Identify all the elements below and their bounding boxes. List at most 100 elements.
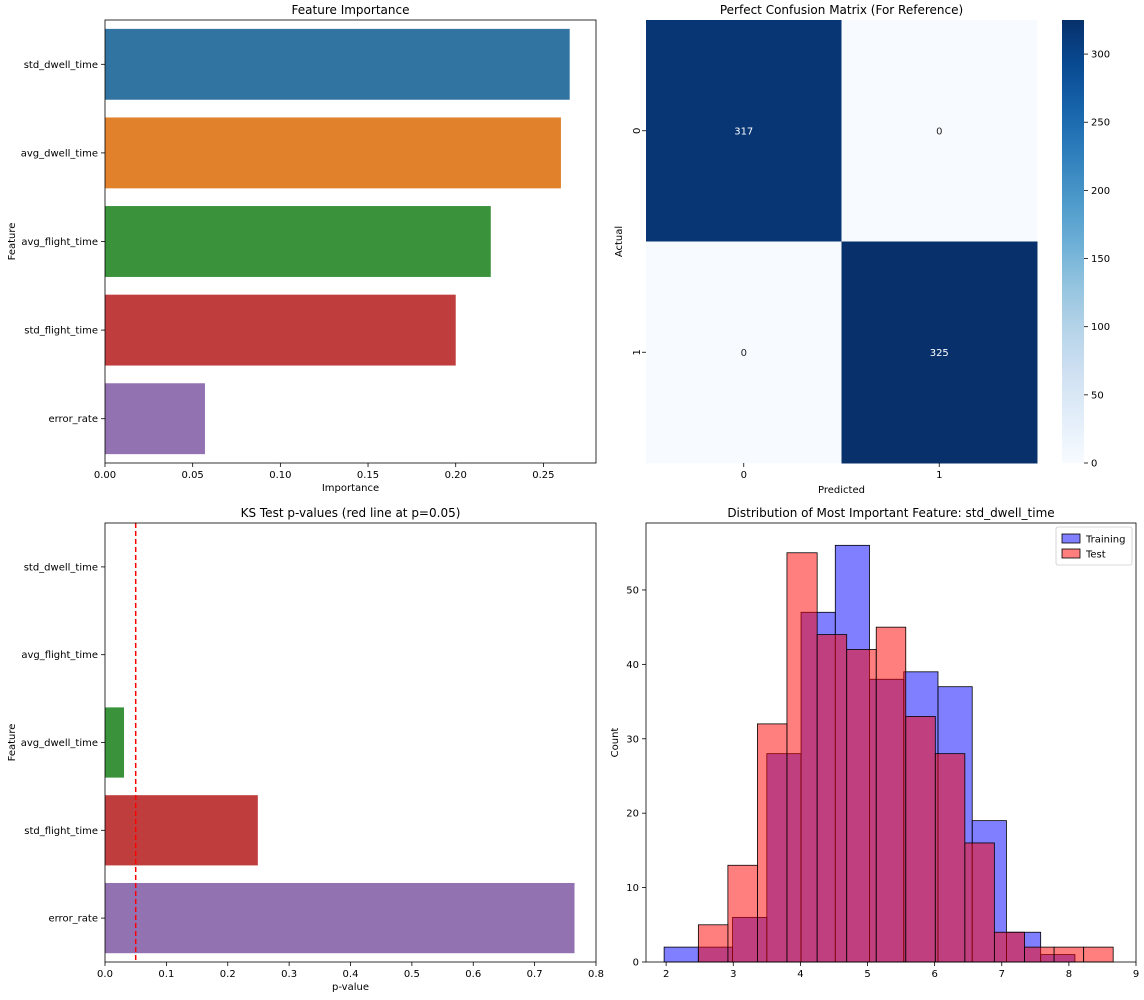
confusion-cell-label: 317 xyxy=(734,126,753,137)
importance-ylabel: Feature xyxy=(7,223,18,261)
hist-xtick-label: 7 xyxy=(999,969,1005,980)
ks-ylabel: Feature xyxy=(7,724,18,762)
importance-xtick-label: 0.15 xyxy=(357,470,379,481)
feature-importance-chart: std_dwell_time avg_dwell_time avg_flight_t… xyxy=(7,3,597,494)
importance-ytick-label: std_dwell_time xyxy=(24,60,98,71)
ks-bar xyxy=(105,795,258,866)
hist-legend-swatch xyxy=(1061,533,1081,544)
importance-axes-frame xyxy=(104,19,597,464)
ks-xtick-label: 0.6 xyxy=(465,969,481,980)
confusion-cell xyxy=(646,241,842,464)
colorbar-tick-label: 200 xyxy=(1091,186,1110,197)
test-hist-bar xyxy=(934,753,966,963)
importance-bar xyxy=(105,294,456,366)
ks-xtick-label: 0.4 xyxy=(343,969,359,980)
test-hist-bar xyxy=(1024,946,1055,963)
colorbar-tick-label: 50 xyxy=(1091,390,1104,401)
ks-ytick-label: std_flight_time xyxy=(24,826,98,837)
colorbar-tick-label: 0 xyxy=(1091,459,1097,470)
importance-xtick-label: 0.20 xyxy=(445,470,467,481)
test-hist-bar xyxy=(697,924,729,963)
confusion-cell xyxy=(841,20,1038,242)
importance-ytick-label: avg_dwell_time xyxy=(21,148,98,159)
importance-ytick-label: std_flight_time xyxy=(24,326,98,337)
hist-xtick-label: 5 xyxy=(864,969,870,980)
colorbar-tick-label: 100 xyxy=(1091,322,1110,333)
ks-xtick-label: 0.0 xyxy=(97,969,113,980)
importance-bar xyxy=(105,117,561,189)
ks-title: KS Test p-values (red line at p=0.05) xyxy=(241,506,461,520)
confusion-cell xyxy=(646,20,842,242)
importance-bar xyxy=(105,28,570,100)
hist-ylabel: Count xyxy=(610,728,621,758)
hist-legend-label: Training xyxy=(1085,535,1125,546)
importance-xtick-label: 0.05 xyxy=(182,470,204,481)
test-hist-bar xyxy=(1083,946,1114,963)
ks-ytick-label: error_rate xyxy=(48,914,98,925)
confusion-cell-label: 0 xyxy=(936,126,942,137)
ks-xtick-label: 0.7 xyxy=(527,969,543,980)
test-hist-bar xyxy=(846,649,877,963)
test-hist-bar xyxy=(875,626,907,963)
ks-bar xyxy=(105,707,125,778)
training-hist-bar xyxy=(663,946,699,963)
ks-xtick-label: 0.8 xyxy=(588,969,604,980)
test-hist-bar xyxy=(905,716,936,963)
distribution-histogram-chart: 2 3 4 5 6 7 8 9 0 10 20 30 40 50 Distribution of Most … xyxy=(610,506,1139,980)
hist-title: Distribution of Most Important Feature: … xyxy=(727,506,1054,520)
importance-xtick-label: 0.25 xyxy=(532,470,554,481)
importance-title: Feature Importance xyxy=(292,3,410,17)
test-hist-bar xyxy=(1053,946,1085,963)
confusion-title: Perfect Confusion Matrix (For Reference) xyxy=(720,3,963,17)
confusion-xlabel: Predicted xyxy=(818,485,865,496)
confusion-cell-label: 0 xyxy=(741,348,747,359)
test-hist-bar xyxy=(757,723,788,963)
importance-bar xyxy=(105,383,205,455)
ks-xtick-label: 0.1 xyxy=(158,969,174,980)
importance-ytick-label: avg_flight_time xyxy=(21,237,98,248)
hist-ytick-label: 40 xyxy=(626,660,639,671)
ks-test-chart: std_dwell_time avg_flight_time avg_dwell_t… xyxy=(7,506,604,993)
ks-xtick-label: 0.2 xyxy=(220,969,236,980)
colorbar-tick-label: 150 xyxy=(1091,254,1110,265)
confusion-ylabel: Actual xyxy=(614,226,625,257)
hist-xtick-label: 9 xyxy=(1133,969,1139,980)
confusion-cell xyxy=(841,241,1038,464)
ks-bar xyxy=(105,882,575,954)
confusion-xtick-label: 0 xyxy=(741,470,747,481)
test-hist-bar xyxy=(964,842,995,963)
importance-ytick-label: error_rate xyxy=(48,414,98,425)
hist-xtick-label: 3 xyxy=(730,969,736,980)
importance-bar xyxy=(105,206,491,277)
ks-xtick-label: 0.5 xyxy=(404,969,420,980)
confusion-ytick-label: 0 xyxy=(632,128,643,134)
colorbar-tick-label: 300 xyxy=(1091,50,1110,61)
ks-ytick-label: std_dwell_time xyxy=(24,562,98,573)
hist-ytick-label: 50 xyxy=(626,585,639,596)
confusion-cell-label: 325 xyxy=(930,348,949,359)
importance-xtick-label: 0.10 xyxy=(269,470,291,481)
ks-ytick-label: avg_flight_time xyxy=(21,650,98,661)
hist-xtick-label: 4 xyxy=(797,969,803,980)
importance-xtick-label: 0.00 xyxy=(94,470,116,481)
confusion-xtick-label: 1 xyxy=(936,470,942,481)
hist-ytick-label: 30 xyxy=(626,734,639,745)
ks-xlabel: p-value xyxy=(332,982,369,993)
hist-ytick-label: 0 xyxy=(633,958,639,969)
colorbar-tick-label: 250 xyxy=(1091,118,1110,129)
ks-ytick-label: avg_dwell_time xyxy=(21,738,98,749)
confusion-ytick-label: 1 xyxy=(632,349,643,355)
ks-xtick-label: 0.3 xyxy=(281,969,297,980)
hist-axes-frame xyxy=(645,522,1137,963)
importance-xlabel: Importance xyxy=(322,483,379,494)
colorbar xyxy=(1062,20,1084,463)
hist-xtick-label: 8 xyxy=(1066,969,1072,980)
hist-ytick-label: 10 xyxy=(626,883,639,894)
hist-ytick-label: 20 xyxy=(626,809,639,820)
test-hist-bar xyxy=(786,552,818,963)
hist-xtick-label: 2 xyxy=(663,969,669,980)
test-hist-bar xyxy=(816,634,848,963)
hist-xtick-label: 6 xyxy=(931,969,937,980)
test-hist-bar xyxy=(993,931,1025,963)
